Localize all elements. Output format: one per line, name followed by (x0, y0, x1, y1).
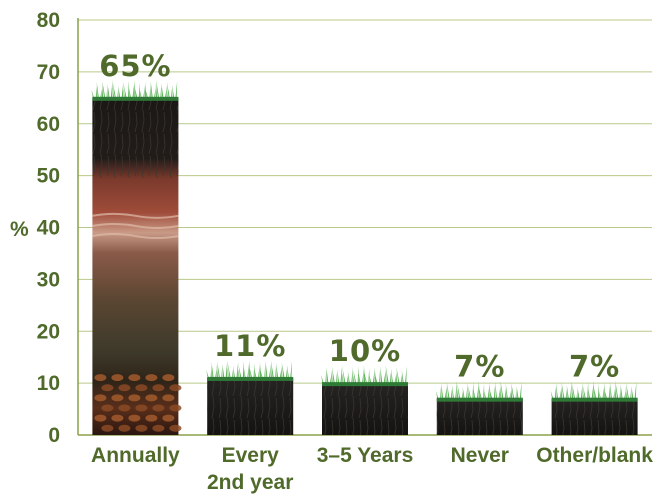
data-label: 11% (214, 329, 286, 363)
data-label: 10% (329, 334, 401, 368)
y-axis-label: % (10, 218, 29, 241)
bar-4 (550, 380, 638, 435)
grass-base (322, 382, 408, 387)
grass-tuft (550, 380, 637, 401)
data-label: 7% (569, 350, 620, 384)
bar-root-texture (551, 398, 638, 435)
x-category-label: Never (451, 444, 509, 467)
data-label: 7% (454, 350, 505, 384)
labels: 65% Annually 11% Every 2nd year 10% 3–5 Years 7… (91, 49, 653, 494)
bar-3 (435, 380, 523, 435)
x-category-label: Other/blank (536, 444, 653, 467)
y-tick-label: 70 (37, 61, 60, 84)
x-category-label: Every 2nd year (207, 444, 293, 494)
data-label: 65% (99, 49, 171, 83)
bar-1 (206, 359, 294, 435)
grass-tuft (321, 365, 407, 386)
y-tick-label: 80 (37, 9, 60, 32)
y-tick-label: 40 (37, 217, 60, 240)
grass-tuft (91, 79, 178, 100)
x-category-label: Annually (91, 444, 180, 467)
bar-0 (91, 79, 182, 435)
y-tick-label: 0 (48, 424, 60, 447)
y-tick-label: 50 (37, 165, 60, 188)
y-tick-label: 20 (37, 320, 60, 343)
bar-root-texture (436, 398, 523, 435)
bar-root-texture (322, 383, 408, 435)
bar-2 (321, 365, 408, 435)
x-category-label: 3–5 Years (317, 444, 414, 467)
bar-root-texture (92, 97, 179, 178)
soil-pebbles (92, 212, 182, 432)
y-tick-label: 60 (37, 113, 60, 136)
grass-tuft (206, 359, 292, 380)
grass-base (551, 397, 638, 402)
grass-base (436, 397, 523, 402)
grass-base (92, 96, 179, 101)
bar-root-texture (207, 377, 294, 435)
y-tick-label: 10 (37, 372, 60, 395)
bars (91, 79, 638, 435)
y-tick-label: 30 (37, 268, 60, 291)
grass-tuft (435, 380, 522, 401)
grass-base (207, 376, 294, 381)
